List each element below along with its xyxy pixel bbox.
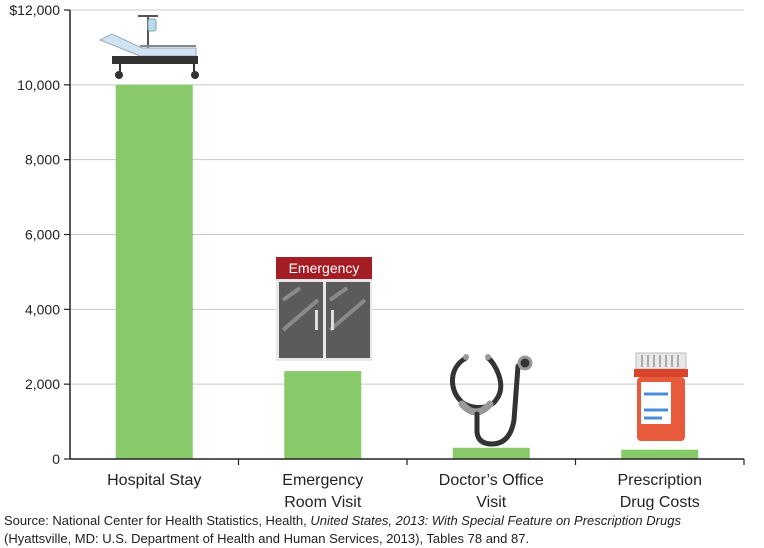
x-category-label: Drug Costs <box>620 494 700 510</box>
pill-bottle-icon <box>634 352 688 441</box>
hospital-bed-icon <box>98 15 199 79</box>
y-tick-label: 8,000 <box>25 152 60 168</box>
emergency-sign-label: Emergency <box>289 260 360 276</box>
x-category-label: Prescription <box>618 472 702 489</box>
x-category-label: Visit <box>476 494 506 510</box>
bar <box>452 447 530 459</box>
y-axis-ticks: 0 2,000 4,000 6,000 8,000 10,000 $12,000 <box>9 2 60 467</box>
stethoscope-icon <box>450 354 533 447</box>
y-tick-label: 6,000 <box>25 227 60 243</box>
x-category-label: Emergency <box>282 472 363 489</box>
bar <box>115 84 193 459</box>
y-tick-label: 4,000 <box>25 301 60 317</box>
bar <box>621 449 699 459</box>
y-tick-label: 0 <box>52 451 60 467</box>
icons: Emergency <box>98 15 688 447</box>
source-note: Source: National Center for Health Stati… <box>4 512 764 548</box>
x-category-label: Room Visit <box>284 494 362 510</box>
y-tick-label: 2,000 <box>25 376 60 392</box>
emergency-door-icon: Emergency <box>276 257 372 361</box>
x-category-label: Doctor’s Office <box>439 472 544 489</box>
y-tick-label: $12,000 <box>9 2 60 18</box>
bar <box>284 371 362 459</box>
bar-chart: 0 2,000 4,000 6,000 8,000 10,000 $12,000 Emerg… <box>9 2 745 510</box>
y-tick-label: 10,000 <box>17 77 60 93</box>
x-category-label: Hospital Stay <box>107 472 201 489</box>
source-prefix: Source: National Center for Health Stati… <box>4 513 311 528</box>
source-title: United States, 2013: With Special Featur… <box>310 513 681 528</box>
source-suffix: (Hyattsville, MD: U.S. Department of Hea… <box>4 531 530 546</box>
bars <box>115 84 699 459</box>
x-axis-labels: Hospital Stay Emergency Room Visit Doctor’s… <box>107 459 745 510</box>
